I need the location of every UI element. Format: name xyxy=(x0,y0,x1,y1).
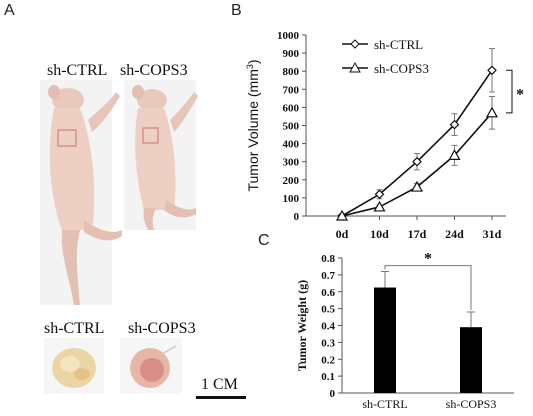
volume-x-tick-label: 0d xyxy=(336,227,349,241)
mouse-label-cops3: sh-COPS3 xyxy=(120,62,188,79)
tumor-label-ctrl: sh-CTRL xyxy=(44,320,105,337)
data-point-triangle xyxy=(410,180,424,192)
volume-y-tick-label: 800 xyxy=(283,66,300,78)
weight-y-tick-label: 0.2 xyxy=(321,354,335,366)
data-point-triangle xyxy=(485,106,499,118)
scale-bar-label: 1 CM xyxy=(201,376,238,393)
data-point-triangle xyxy=(448,149,461,160)
volume-y-label: Tumor Volume (mm3) xyxy=(245,59,261,191)
volume-significance-star: * xyxy=(516,87,524,104)
volume-y-tick-label: 200 xyxy=(283,175,300,187)
mouse-label-ctrl: sh-CTRL xyxy=(47,62,108,79)
volume-series xyxy=(335,48,499,221)
volume-y-tick-label: 600 xyxy=(283,102,300,114)
volume-y-ticks: 0 100 200 300 400 500 600 700 800 900 1000 xyxy=(277,30,306,223)
volume-y-tick-label: 0 xyxy=(294,211,300,223)
weight-axes xyxy=(341,258,514,394)
panel-letter-c: C xyxy=(258,232,270,249)
weight-y-tick-label: 0.3 xyxy=(321,337,335,349)
weight-bar-1 xyxy=(460,327,482,393)
volume-y-tick-label: 100 xyxy=(283,193,300,205)
series-line-0 xyxy=(341,69,493,217)
data-point-diamond xyxy=(449,119,460,130)
volume-x-ticks: 0d 10d 17d 24d 31d xyxy=(336,216,502,241)
scale-bar xyxy=(196,396,246,399)
weight-y-tick-label: 0.5 xyxy=(321,304,335,316)
weight-x-tick-label: sh-CTRL xyxy=(362,397,407,411)
data-point-triangle xyxy=(373,200,386,212)
legend-marker-diamond xyxy=(350,39,360,49)
mouse-photos xyxy=(40,80,198,305)
volume-y-tick-label: 400 xyxy=(283,139,300,151)
tumor-photos xyxy=(44,338,182,394)
weight-x-tick-label: sh-COPS3 xyxy=(446,397,497,411)
panel-letter-b: B xyxy=(231,2,242,19)
volume-y-tick-label: 500 xyxy=(283,121,300,133)
volume-x-tick-label: 24d xyxy=(445,227,464,241)
weight-y-tick-label: 0.1 xyxy=(321,371,335,383)
weight-y-tick-label: 0 xyxy=(330,388,336,400)
volume-significance-bracket xyxy=(506,69,513,114)
volume-y-tick-label: 1000 xyxy=(277,30,300,42)
mouse-cops3-image xyxy=(132,85,198,230)
data-point-triangle xyxy=(335,209,349,221)
weight-significance-star: * xyxy=(424,251,432,268)
weight-bar-0 xyxy=(374,287,396,393)
data-point-diamond xyxy=(487,65,497,76)
weight-y-label: Tumor Weight (g) xyxy=(295,280,309,371)
tumor-weight-chart: 0 0.1 0.2 0.3 0.4 0.5 0.6 0.7 0.8 sh-CTRL sh-COPS… xyxy=(295,251,514,411)
weight-x-ticks: sh-CTRL sh-COPS3 xyxy=(362,397,496,411)
data-point-diamond xyxy=(374,189,385,200)
volume-y-tick-label: 900 xyxy=(283,48,300,60)
weight-y-ticks: 0 0.1 0.2 0.3 0.4 0.5 0.6 0.7 0.8 xyxy=(321,253,342,400)
mouse-ctrl-image xyxy=(48,85,122,305)
weight-y-tick-label: 0.7 xyxy=(321,270,335,282)
volume-y-tick-label: 700 xyxy=(283,84,300,96)
tumor-volume-chart: 0 100 200 300 400 500 600 700 800 900 1000 0d 10d 17… xyxy=(245,30,524,241)
volume-legend: sh-CTRL sh-COPS3 xyxy=(342,37,429,76)
legend-label-1: sh-COPS3 xyxy=(374,61,429,76)
legend-label-0: sh-CTRL xyxy=(374,37,423,52)
weight-y-tick-label: 0.6 xyxy=(321,287,335,299)
weight-y-tick-label: 0.8 xyxy=(321,253,335,265)
panel-letter-a: A xyxy=(4,2,15,19)
tumor-cops3-image xyxy=(130,345,177,388)
data-point-diamond xyxy=(412,156,422,167)
weight-significance-bracket xyxy=(384,265,472,310)
legend-marker-triangle xyxy=(349,61,361,73)
weight-bars xyxy=(374,271,482,393)
volume-x-tick-label: 31d xyxy=(483,227,502,241)
volume-y-tick-label: 300 xyxy=(283,157,300,169)
weight-y-tick-label: 0.4 xyxy=(321,321,335,333)
volume-x-tick-label: 10d xyxy=(370,227,389,241)
tumor-label-cops3: sh-COPS3 xyxy=(128,320,196,337)
tumor-ctrl-image xyxy=(52,348,96,388)
volume-x-tick-label: 17d xyxy=(408,227,427,241)
